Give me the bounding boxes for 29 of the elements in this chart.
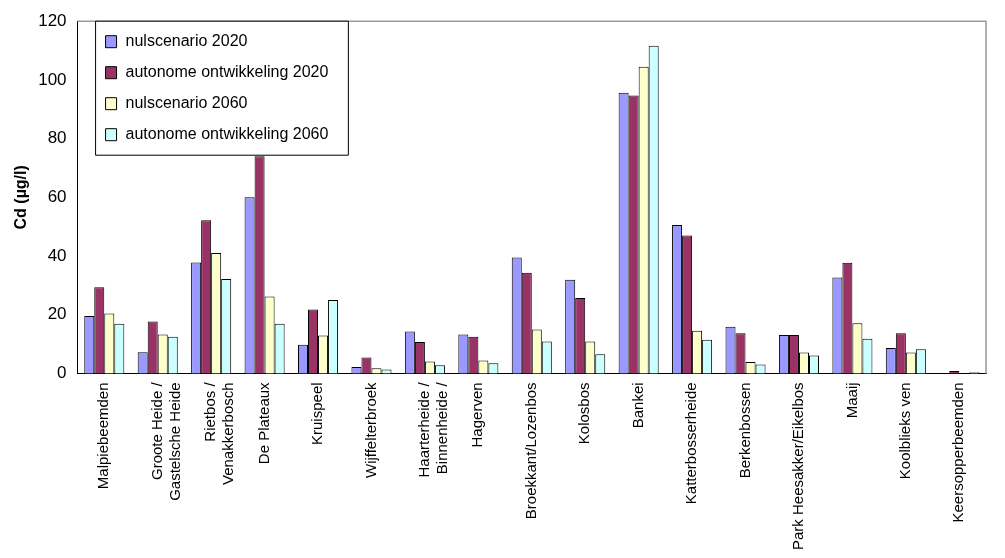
x-tick-label: Katterbosserheide [682,382,700,505]
x-tick-label: Rietbos / Venakkerbosch [201,381,237,486]
x-tick-label: Hagerven [468,382,486,448]
x-tick-label: Koolblieks ven [895,382,913,480]
x-tick-label: Malpiebeemden [94,382,112,490]
x-tick-label: Park Heesakker/Eikelbos [789,382,807,551]
x-tick-label: Groote Heide / Gastelsche Heide [147,381,183,501]
y-tick-label: 80 [47,128,67,148]
y-tick-label: 100 [38,69,67,89]
legend-label: nulscenario 2020 [125,32,248,50]
y-axis-title: Cd (µg/l) [12,165,30,230]
y-tick-label: 60 [47,187,67,206]
legend-label: nulscenario 2060 [125,94,248,112]
x-tick-label: Kruispeel [308,382,326,445]
x-tick-label: Broekkant/Lozenbos [521,382,539,520]
legend-label: autonome ontwikkeling 2060 [125,125,329,143]
x-tick-label: De Plateaux [254,381,272,465]
x-tick-label: Berkenbossen [735,382,753,479]
y-tick-label: 40 [47,245,67,265]
x-tick-label: Wijffelterbroek [361,381,379,479]
x-tick-label: Maaij [842,382,860,419]
y-tick-label: 20 [47,304,67,324]
legend-label: autonome ontwikkeling 2020 [125,63,329,81]
x-tick-label: Haarterheide / Binnenheide / [415,381,451,478]
x-tick-label: Keersopperbeemden [949,382,967,523]
y-tick-label: 120 [38,10,67,30]
x-tick-label: Bankei [628,382,646,429]
y-tick-label: 0 [57,363,67,383]
x-tick-label: Kolosbos [575,382,593,445]
